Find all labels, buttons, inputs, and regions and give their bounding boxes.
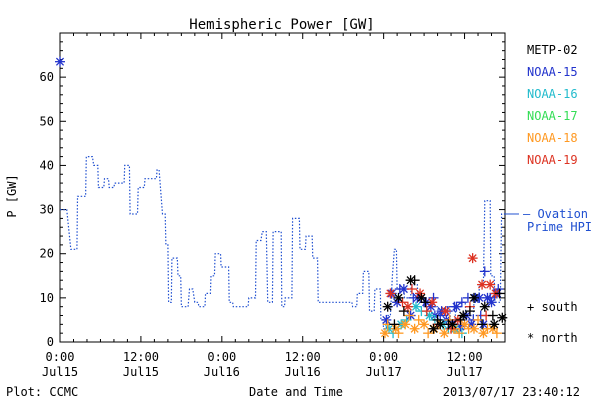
marker-noaa-19-north-0	[385, 288, 396, 299]
legend: METP-02 NOAA-15 NOAA-16 NOAA-17 NOAA-18 NOAA-…	[505, 43, 592, 345]
x-tick-date-4: Jul17	[366, 365, 402, 379]
y-tick-label-2: 20	[40, 247, 54, 261]
y-axis-label: P [GW]	[5, 174, 19, 217]
marker-metp-02-south-7	[464, 306, 475, 317]
marker-metp-02-north-11	[497, 312, 508, 323]
marker-metp-02-north-7	[458, 310, 469, 321]
marker-metp-02-south-0	[389, 319, 400, 330]
marker-metp-02-north-8	[468, 292, 479, 303]
marker-metp-02-north-0	[382, 301, 393, 312]
marker-metp-02-north-9	[479, 301, 490, 312]
marker-noaa-19-south-0	[397, 297, 408, 308]
marker-metp-02-south-3	[420, 297, 431, 308]
legend-entry-noaa-19: NOAA-19	[527, 153, 578, 167]
legend-entry-noaa-17: NOAA-17	[527, 109, 578, 123]
y-tick-label-4: 40	[40, 158, 54, 172]
marker-metp-02-south-9	[487, 310, 498, 321]
marker-metp-02-south-8	[477, 319, 488, 330]
marker-noaa-19-south-2	[421, 306, 432, 317]
marker-metp-02-north-3	[416, 292, 427, 303]
x-tick-time-4: 0:00	[369, 350, 398, 364]
marker-noaa-18-south-9	[473, 314, 484, 325]
x-tick-time-0: 0:00	[46, 350, 75, 364]
legend-entry-noaa-15: NOAA-15	[527, 65, 578, 79]
marker-noaa-15-north-1	[381, 314, 392, 325]
marker-noaa-15-south-12	[485, 292, 496, 303]
marker-metp-02-south-2	[409, 275, 420, 286]
x-tick-time-5: 12:00	[446, 350, 482, 364]
marker-noaa-18-north-3	[409, 323, 420, 334]
marker-metp-02-south-5	[443, 319, 454, 330]
marker-noaa-18-south-8	[463, 323, 474, 334]
y-tick-label-6: 60	[40, 70, 54, 84]
marker-noaa-18-south-7	[454, 328, 465, 339]
marker-noaa-19-north-8	[485, 279, 496, 290]
x-tick-time-3: 12:00	[285, 350, 321, 364]
y-tick-label-5: 50	[40, 114, 54, 128]
marker-metp-02-south-4	[432, 314, 443, 325]
footer-timestamp: 2013/07/17 23:40:12	[443, 385, 580, 399]
marker-metp-02-north-10	[489, 319, 500, 330]
legend-entry-metp-02: METP-02	[527, 43, 578, 57]
legend-model-line2: Prime HPI	[527, 220, 592, 234]
plot-frame	[59, 32, 506, 343]
legend-model-line1: — Ovation	[523, 207, 588, 221]
marker-noaa-18-south-4	[423, 328, 434, 339]
marker-metp-02-north-1	[393, 292, 404, 303]
x-tick-date-3: Jul16	[285, 365, 321, 379]
x-tick-time-2: 0:00	[207, 350, 236, 364]
marker-noaa-18-south-3	[413, 314, 424, 325]
marker-noaa-18-south-11	[491, 328, 502, 339]
marker-noaa-19-north-2	[415, 288, 426, 299]
marker-noaa-16-north-3	[424, 310, 435, 321]
x-tick-date-5: Jul17	[446, 365, 482, 379]
marker-noaa-18-north-2	[400, 319, 411, 330]
marker-metp-02-south-6	[455, 314, 466, 325]
marker-noaa-18-north-8	[459, 319, 470, 330]
footer-plot-source: Plot: CCMC	[6, 385, 78, 399]
marker-noaa-15-south-6	[449, 301, 460, 312]
marker-noaa-18-north-6	[439, 328, 450, 339]
marker-noaa-18-north-4	[419, 319, 430, 330]
marker-noaa-15-north-0	[55, 56, 65, 67]
marker-noaa-18-south-1	[393, 328, 404, 339]
legend-entry-noaa-18: NOAA-18	[527, 131, 578, 145]
marker-noaa-19-north-1	[402, 301, 413, 312]
marker-layer	[55, 56, 508, 339]
legend-entry-noaa-16: NOAA-16	[527, 87, 578, 101]
marker-noaa-18-north-10	[478, 328, 489, 339]
marker-noaa-15-south-0	[394, 284, 405, 295]
marker-noaa-19-north-4	[440, 306, 451, 317]
marker-noaa-18-north-1	[390, 323, 401, 334]
x-tick-date-1: Jul15	[123, 365, 159, 379]
marker-noaa-19-north-6	[467, 253, 478, 264]
x-tick-date-2: Jul16	[204, 365, 240, 379]
marker-metp-02-south-10	[494, 288, 505, 299]
y-axis: 0 10 20 30 40 50 60	[40, 41, 505, 349]
y-tick-label-1: 10	[40, 291, 54, 305]
y-tick-label-0: 0	[47, 335, 54, 349]
x-axis-label: Date and Time	[249, 385, 343, 399]
x-tick-time-1: 12:00	[123, 350, 159, 364]
marker-noaa-18-north-0	[379, 328, 390, 339]
marker-noaa-18-south-2	[404, 310, 415, 321]
marker-noaa-19-south-1	[406, 284, 417, 295]
legend-south-symbol: + south	[527, 300, 578, 314]
marker-noaa-15-south-4	[435, 310, 446, 321]
marker-noaa-18-south-10	[482, 323, 493, 334]
legend-north-symbol: * north	[527, 331, 578, 345]
marker-noaa-19-north-3	[427, 297, 438, 308]
x-tick-date-0: Jul15	[42, 365, 78, 379]
x-axis: 0:00Jul1512:00Jul150:00Jul1612:00Jul160:…	[42, 33, 506, 379]
marker-noaa-15-south-11	[479, 266, 490, 277]
chart-title: Hemispheric Power [GW]	[189, 17, 374, 33]
series-layer	[60, 156, 505, 330]
series-line-ovation-prime	[60, 156, 505, 330]
marker-metp-02-south-1	[398, 306, 409, 317]
y-tick-label-3: 30	[40, 203, 54, 217]
marker-noaa-15-south-7	[456, 297, 467, 308]
marker-noaa-15-north-21	[486, 297, 497, 308]
marker-metp-02-north-4	[428, 323, 439, 334]
